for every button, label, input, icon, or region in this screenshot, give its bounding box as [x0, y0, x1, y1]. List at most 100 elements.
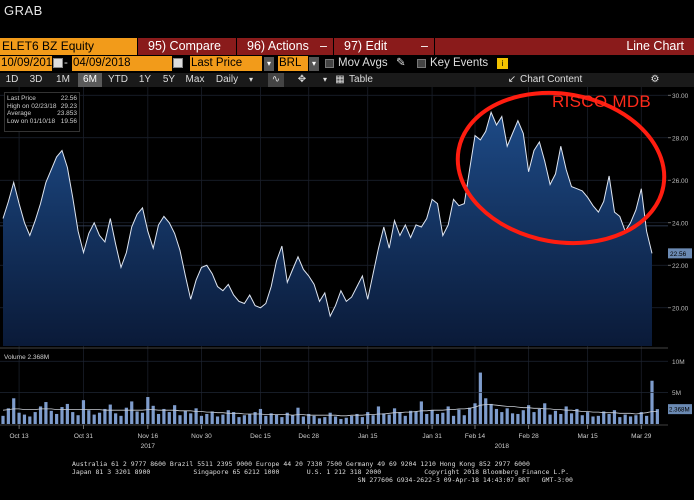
chart-type-title[interactable]: Line Chart: [435, 38, 694, 55]
price-y-axis: 20.00 22.00 24.00 26.00 28.00 30.00: [668, 93, 689, 312]
volume-bar: [87, 410, 91, 424]
volume-bar: [248, 413, 252, 424]
volume-bar: [350, 415, 354, 424]
volume-bar: [6, 408, 10, 424]
volume-bar: [591, 416, 595, 424]
volume-bar: [516, 413, 520, 424]
table-button[interactable]: Table: [349, 74, 373, 85]
mov-avgs-checkbox[interactable]: [325, 59, 334, 68]
volume-bar: [237, 417, 241, 424]
period-1m[interactable]: 1M: [56, 74, 70, 85]
volume-bar: [505, 408, 509, 424]
date-separator: -: [64, 57, 68, 69]
frequency-select[interactable]: Daily: [215, 74, 239, 85]
period-5y[interactable]: 5Y: [162, 74, 176, 85]
y-tick-label: 24.00: [672, 220, 689, 227]
period-3d[interactable]: 3D: [29, 74, 43, 85]
volume-bar: [60, 407, 64, 424]
volume-bar: [553, 410, 558, 424]
price-chart[interactable]: 20.00 22.00 24.00 26.00 28.00 30.00 22.56 5M 1…: [0, 87, 694, 460]
x-tick-label: Jan 31: [422, 433, 442, 440]
volume-bar: [146, 397, 150, 424]
end-date-field[interactable]: 04/09/2018: [72, 56, 172, 71]
period-1y[interactable]: 1Y: [138, 74, 152, 85]
volume-bar: [500, 412, 504, 424]
pencil-icon[interactable]: ✎: [396, 57, 406, 69]
volume-bar: [580, 415, 584, 424]
volume-bar: [489, 403, 493, 424]
volume-bar: [409, 410, 413, 424]
volume-bar: [382, 413, 386, 424]
frequency-dropdown-icon[interactable]: ▾: [248, 75, 253, 84]
risk-annotation-ellipse: [455, 90, 667, 246]
volume-bar: [312, 415, 316, 424]
crosshair-icon[interactable]: ✥: [297, 74, 307, 85]
risk-annotation-text: RISCO MDB: [552, 92, 652, 111]
x-tick-label: Jan 15: [358, 433, 378, 440]
field-dropdown-icon[interactable]: ▾: [264, 57, 274, 71]
legend-label: Last Price: [7, 95, 36, 102]
chart-content-icon[interactable]: ↙: [507, 74, 517, 85]
volume-bar: [215, 416, 220, 424]
volume-bar: [81, 400, 86, 424]
start-date-field[interactable]: 10/09/2017: [0, 56, 59, 71]
volume-bar: [49, 410, 53, 424]
volume-bar: [97, 412, 102, 424]
volume-bar: [376, 406, 381, 424]
period-6m[interactable]: 6M: [78, 73, 102, 87]
currency-select[interactable]: BRL: [278, 56, 308, 71]
volume-bar: [328, 412, 332, 424]
calendar-icon[interactable]: [173, 58, 183, 68]
volume-bar: [317, 418, 322, 424]
footer-line: Australia 61 2 9777 8600 Brazil 5511 239…: [72, 460, 530, 468]
volume-bar: [151, 405, 155, 424]
table-icon[interactable]: ▦: [335, 74, 345, 85]
currency-dropdown-icon[interactable]: ▾: [309, 57, 319, 71]
volume-bar: [242, 415, 246, 424]
period-toolbar: [0, 73, 694, 87]
volume-bar: [398, 412, 402, 424]
volume-bar: [462, 415, 466, 424]
volume-bar: [548, 414, 552, 424]
key-events-checkbox[interactable]: [417, 59, 426, 68]
y-tick-label: 30.00: [672, 93, 689, 100]
calendar-icon[interactable]: [53, 58, 63, 68]
legend-value: 29.23: [60, 102, 77, 110]
volume-bar: [65, 403, 69, 424]
volume-tick-label: 10M: [672, 359, 685, 366]
period-ytd[interactable]: YTD: [108, 74, 128, 85]
volume-bar: [114, 413, 118, 424]
footer-contacts: Australia 61 2 9777 8600 Brazil 5511 239…: [72, 460, 692, 484]
volume-bar: [92, 414, 96, 424]
info-icon[interactable]: i: [497, 58, 508, 69]
volume-bar: [360, 417, 364, 424]
edit-button[interactable]: 97) Edit ‒: [334, 38, 434, 55]
volume-bar: [564, 406, 568, 424]
period-1d[interactable]: 1D: [5, 74, 19, 85]
gear-icon[interactable]: ⚙: [650, 74, 660, 85]
period-max[interactable]: Max: [185, 74, 205, 85]
x-tick-label: Oct 13: [10, 433, 30, 440]
volume-bar: [103, 408, 107, 424]
legend-label: High on 02/23/18: [7, 102, 57, 110]
volume-bar: [446, 406, 450, 424]
volume-y-axis: 5M 10M 2.368M: [0, 359, 692, 415]
ticker-field[interactable]: ELET6 BZ Equity: [0, 38, 137, 55]
volume-bar: [623, 414, 627, 424]
volume-bar: [291, 415, 295, 424]
compare-button[interactable]: 95) Compare: [138, 38, 236, 55]
x-tick-label: Nov 16: [138, 433, 159, 440]
chart-content-button[interactable]: Chart Content: [520, 74, 583, 85]
volume-bar: [366, 412, 370, 424]
actions-button[interactable]: 96) Actions ‒: [237, 38, 333, 55]
last-price-box: [668, 248, 692, 259]
draw-dropdown-icon[interactable]: ▾: [322, 75, 327, 84]
volume-bar: [167, 412, 171, 424]
volume-bar: [264, 415, 268, 424]
volume-bar: [344, 417, 348, 424]
volume-bar: [430, 410, 434, 424]
x-axis: Oct 13 Oct 31 Nov 16 Nov 30 Dec 15 Dec 28 Jan …: [0, 424, 668, 450]
volume-bar: [596, 415, 600, 424]
field-select[interactable]: Last Price: [190, 56, 262, 71]
line-chart-icon[interactable]: ∿: [268, 73, 284, 87]
